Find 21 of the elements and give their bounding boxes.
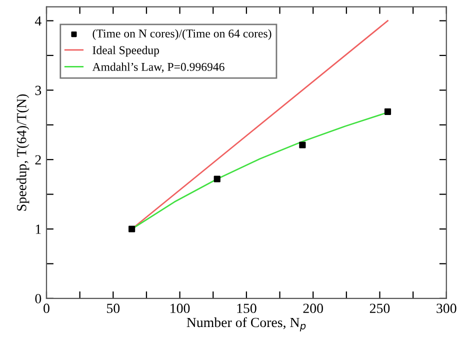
x-tick-label: 300 (436, 304, 456, 314)
point (128, 226, 136, 232)
x-tick-label: 250 (370, 304, 390, 314)
y-tick-label: 2 (35, 155, 41, 164)
x-tick-label: 0 (44, 304, 50, 314)
y-tick-label: 3 (35, 86, 42, 96)
x-tick-label: 100 (170, 304, 190, 314)
y-tick-label: 1 (36, 224, 41, 234)
legend-label: (Time on N cores)/(Time on 64 cores) (92, 29, 272, 40)
x-tick-label: 50 (107, 304, 120, 314)
x-tick-label: 150 (237, 304, 256, 314)
legend-label: Ideal Speedup (92, 46, 160, 57)
point (299, 142, 306, 148)
point (214, 176, 220, 182)
point (384, 108, 392, 115)
x-axis-title: Number of Cores, N$_{p}$ (186, 317, 306, 332)
y-tick-label: 4 (34, 16, 42, 26)
legend-label: Amdahl’s Law, P=0.996946 (92, 62, 224, 73)
y-axis-title: Speedup, T(64)/T(N) (16, 94, 30, 211)
x-tick-label: 200 (303, 304, 323, 314)
y-tick-label: 0 (35, 294, 42, 304)
